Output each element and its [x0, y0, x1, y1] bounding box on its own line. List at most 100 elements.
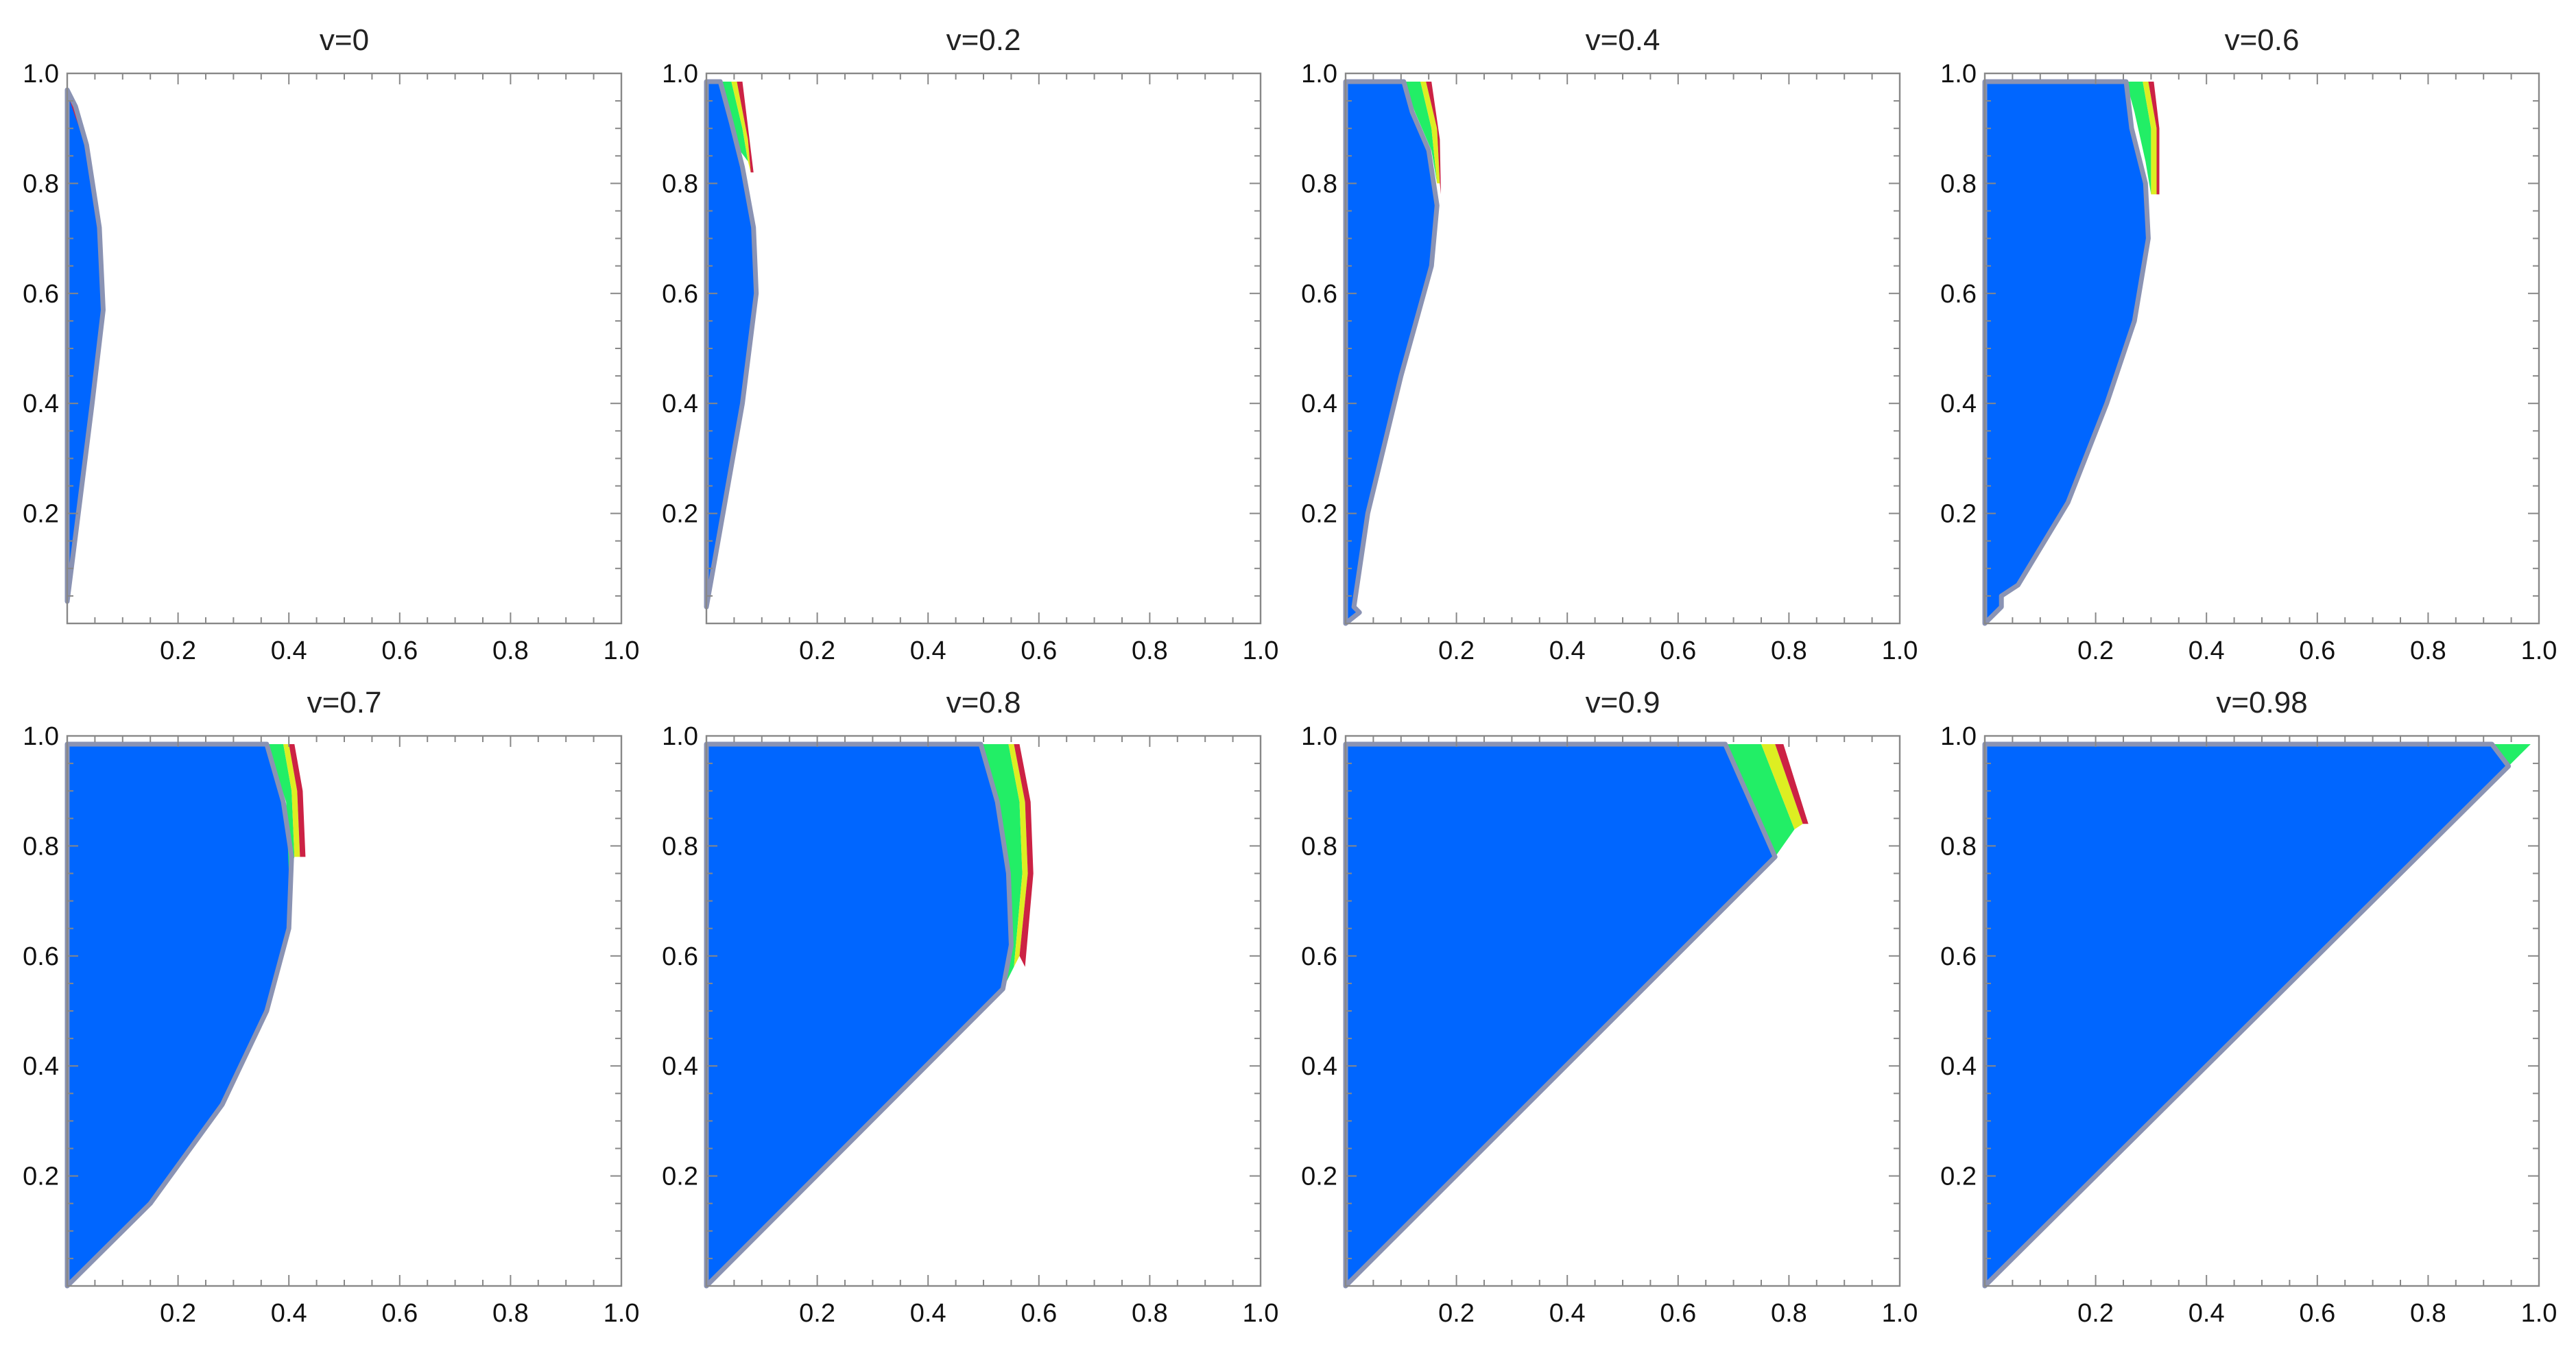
region-yellow: [1761, 744, 1803, 830]
region-blue: [1985, 744, 2509, 1286]
y-tick-label: 0.6: [23, 942, 59, 971]
y-tick-label: 0.8: [23, 832, 59, 861]
x-tick-label: 1.0: [1243, 1299, 1279, 1328]
region-yellow: [283, 744, 300, 857]
region-green: [1403, 82, 1438, 184]
y-tick-label: 1.0: [23, 60, 59, 88]
y-tick-label: 0.4: [1940, 1052, 1977, 1081]
x-tick-label: 0.2: [160, 1299, 196, 1328]
chart-title: v=0: [320, 23, 369, 57]
x-tick-label: 0.2: [1438, 1299, 1475, 1328]
y-tick-label: 0.8: [23, 169, 59, 198]
y-tick-label: 0.6: [23, 280, 59, 309]
y-tick-label: 0.6: [1940, 280, 1977, 309]
x-tick-label: 1.0: [604, 636, 640, 665]
x-tick-label: 0.6: [1660, 1299, 1696, 1328]
y-tick-label: 0.2: [1940, 1163, 1977, 1191]
region-blue: [67, 744, 292, 1286]
y-tick-label: 1.0: [662, 60, 698, 88]
x-tick-label: 0.2: [799, 636, 835, 665]
region-red: [2148, 82, 2160, 195]
chart-title: v=0.4: [1586, 23, 1660, 57]
chart-panel-6: v=0.8 0.2 0.4 0.6 0.8 1.0 0.2 0.4 0.6 0.8 1.0: [662, 686, 1278, 1328]
x-tick-label: 0.6: [381, 1299, 418, 1328]
region-red: [1775, 744, 1809, 824]
x-tick-label: 0.4: [910, 636, 946, 665]
chart-panel-4: v=0.6 0.2 0.4 0.6 0.8 1.0 0.2 0.4 0.6 0.8 1.0: [1940, 23, 2557, 665]
y-tick-label: 0.4: [23, 1052, 59, 1081]
region-outline: [64, 87, 106, 604]
y-tick-label: 0.8: [662, 169, 698, 198]
plot-frame: [66, 72, 623, 625]
x-tick-label: 0.8: [492, 1299, 529, 1328]
y-tick-label: 0.2: [1301, 1163, 1337, 1191]
region-blue: [706, 82, 756, 607]
x-tick-label: 0.6: [381, 636, 418, 665]
y-tick-label: 0.4: [23, 390, 59, 418]
y-tick-label: 1.0: [662, 722, 698, 751]
y-tick-label: 0.2: [1940, 500, 1977, 529]
y-tick-label: 0.4: [1301, 390, 1337, 418]
y-tick-label: 0.4: [1940, 390, 1977, 418]
x-tick-label: 0.8: [1132, 636, 1168, 665]
x-tick-label: 1.0: [2521, 1299, 2557, 1328]
chart-panel-8: v=0.98 0.2 0.4 0.6 0.8 1.0 0.2 0.4 0.6 0.8 1.0: [1940, 686, 2557, 1328]
y-tick-label: 0.6: [662, 280, 698, 309]
region-blue: [67, 90, 104, 601]
x-tick-label: 1.0: [604, 1299, 640, 1328]
region-red: [737, 82, 754, 173]
region-outline: [1343, 79, 1440, 626]
region-yellow: [1420, 82, 1440, 184]
y-tick-label: 0.8: [662, 832, 698, 861]
region-red: [1426, 82, 1441, 195]
x-tick-label: 0.8: [492, 636, 529, 665]
region-outline: [704, 79, 759, 610]
x-tick-label: 0.6: [1021, 1299, 1057, 1328]
y-tick-label: 0.6: [662, 942, 698, 971]
region-yellow: [1008, 744, 1028, 967]
x-tick-label: 0.6: [2299, 636, 2335, 665]
region-green: [2126, 82, 2151, 195]
region-blue: [1346, 82, 1438, 623]
chart-title: v=0.2: [946, 23, 1021, 57]
x-tick-label: 0.2: [799, 1299, 835, 1328]
chart-panel-7: v=0.9 0.2 0.4 0.6 0.8 1.0 0.2 0.4 0.6 0.8 1.0: [1301, 686, 1918, 1328]
x-tick-label: 0.2: [2077, 1299, 2114, 1328]
y-tick-label: 0.2: [662, 1163, 698, 1191]
x-tick-label: 0.4: [2189, 636, 2225, 665]
region-red: [1014, 744, 1034, 967]
region-yellow: [731, 82, 751, 173]
y-tick-label: 0.8: [1940, 169, 1977, 198]
x-tick-label: 0.4: [271, 1299, 307, 1328]
chart-title: v=0.6: [2225, 23, 2300, 57]
y-tick-label: 0.2: [662, 500, 698, 529]
y-tick-label: 0.8: [1940, 832, 1977, 861]
chart-title: v=0.9: [1586, 686, 1660, 719]
plot-frame: [705, 72, 1262, 625]
x-tick-label: 0.2: [160, 636, 196, 665]
x-tick-label: 0.8: [1132, 1299, 1168, 1328]
y-tick-label: 0.4: [1301, 1052, 1337, 1081]
y-tick-label: 0.8: [1301, 169, 1337, 198]
region-green: [2492, 744, 2531, 767]
y-tick-label: 0.6: [1940, 942, 1977, 971]
x-tick-label: 0.4: [271, 636, 307, 665]
region-blue: [706, 744, 1012, 1286]
x-tick-label: 0.8: [1771, 1299, 1807, 1328]
x-tick-label: 1.0: [2521, 636, 2557, 665]
x-tick-label: 0.2: [1438, 636, 1475, 665]
region-red: [289, 744, 306, 857]
chart-title: v=0.8: [946, 686, 1021, 719]
region-green: [266, 744, 295, 874]
x-tick-label: 0.4: [2189, 1299, 2225, 1328]
x-tick-label: 1.0: [1882, 636, 1918, 665]
y-tick-label: 0.2: [1301, 500, 1337, 529]
chart-panel-1: v=0 0.2 0.4 0.6 0.8 1.0 0.2 0.4 0.6 0.8 1.0: [23, 23, 639, 665]
region-blue: [1346, 744, 1776, 1286]
x-tick-label: 1.0: [1243, 636, 1279, 665]
y-tick-label: 0.2: [23, 1163, 59, 1191]
x-tick-label: 0.4: [1549, 636, 1586, 665]
x-tick-label: 0.4: [1549, 1299, 1586, 1328]
y-tick-label: 1.0: [1301, 722, 1337, 751]
